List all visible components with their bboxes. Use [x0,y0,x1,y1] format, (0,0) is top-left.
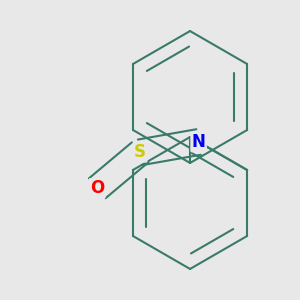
Text: S: S [134,143,146,161]
Text: N: N [192,133,206,151]
Text: O: O [90,179,104,197]
